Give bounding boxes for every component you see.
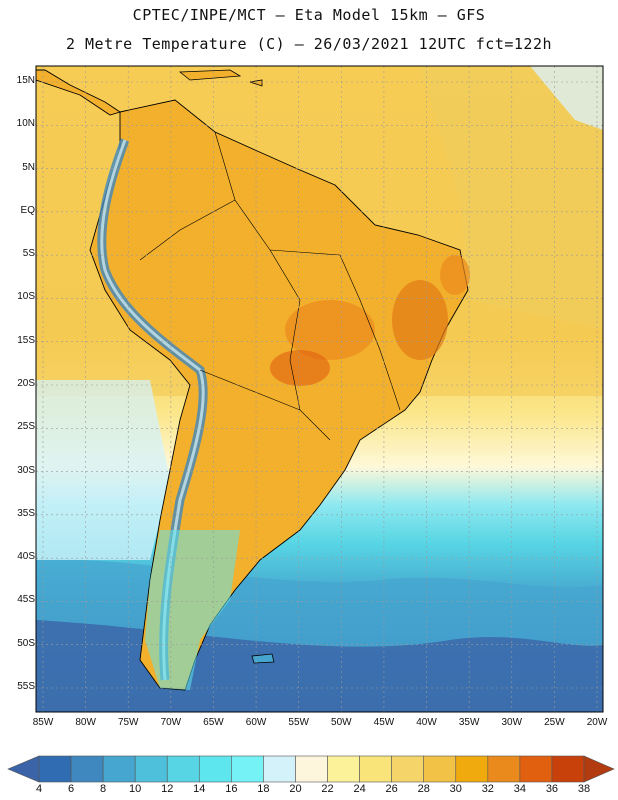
legend-arrow-low [7,755,40,783]
latitude-label: 35S [17,507,35,519]
longitude-label: 35W [458,717,480,728]
legend-value-label: 30 [449,783,462,795]
longitude-label: 80W [75,717,96,728]
legend-color-box [134,755,168,783]
longitude-label: 20W [586,717,608,728]
map-subtitle: 2 Metre Temperature (C) – 26/03/2021 12U… [65,35,553,53]
legend-color-box [327,755,360,783]
legend-value-label: 28 [417,783,430,795]
legend-color-box [166,755,200,783]
latitude-label: EQ [20,204,35,216]
longitude-label: 50W [331,717,352,728]
legend-value-label: 4 [35,783,43,795]
longitude-label: 60W [245,717,267,728]
legend-value-label: 6 [67,783,75,795]
legend-value-label: 14 [193,783,206,795]
longitude-label: 30W [501,717,523,728]
legend-color-box [198,755,232,783]
legend-color-box [231,755,264,783]
latitude-label: 40S [17,551,35,563]
legend-color-box [263,755,296,783]
latitude-label: 10S [17,291,35,303]
latitude-label: 25S [17,421,35,433]
legend-value-label: 38 [577,783,591,795]
latitude-label: 15N [16,75,35,86]
longitude-label: 65W [203,717,224,728]
legend-value-label: 16 [225,783,238,795]
legend-color-box [551,755,585,783]
legend-value-label: 8 [100,783,107,795]
legend-color-box [38,755,72,783]
latitude-label: 10N [16,118,35,130]
temperature-field [36,66,603,712]
longitude-label: 25W [544,717,565,728]
legend-arrow-high [583,755,615,783]
legend-color-box [455,755,489,783]
latitude-label: 5S [22,248,35,260]
legend-value-label: 26 [385,783,398,795]
legend-color-box [359,755,392,783]
legend-value-label: 32 [481,783,494,795]
latitude-label: 45S [17,594,35,606]
latitude-label: 15S [17,334,35,346]
longitude-label: 70W [160,717,182,728]
legend-value-label: 22 [321,783,334,795]
legend-value-label: 10 [129,783,142,795]
longitude-label: 55W [288,717,309,728]
latitude-label: 5N [22,161,35,173]
latitude-label: 50S [17,637,35,649]
legend-color-box [295,755,328,783]
legend-value-label: 34 [513,783,526,795]
legend-value-label: 36 [545,783,559,795]
legend-color-box [519,755,553,783]
legend-value-label: 24 [353,783,366,795]
longitude-label: 40W [416,717,437,728]
map-frame [35,65,604,713]
longitude-label: 45W [373,717,395,728]
latitude-label: 55S [17,681,35,692]
legend-color-box [487,755,521,783]
legend-color-box [70,755,104,783]
legend-value-label: 12 [161,783,174,795]
color-legend [7,755,615,783]
latitude-label: 30S [17,464,35,476]
legend-value-label: 18 [257,783,270,795]
latitude-label: 20S [17,378,35,389]
longitude-label: 75W [117,717,139,728]
longitude-label: 85W [32,717,54,728]
legend-value-label: 20 [289,783,302,795]
legend-color-box [102,755,136,783]
legend-color-box [423,755,457,783]
map-title: CPTEC/INPE/MCT – Eta Model 15km – GFS [132,6,486,24]
legend-color-box [391,755,425,783]
